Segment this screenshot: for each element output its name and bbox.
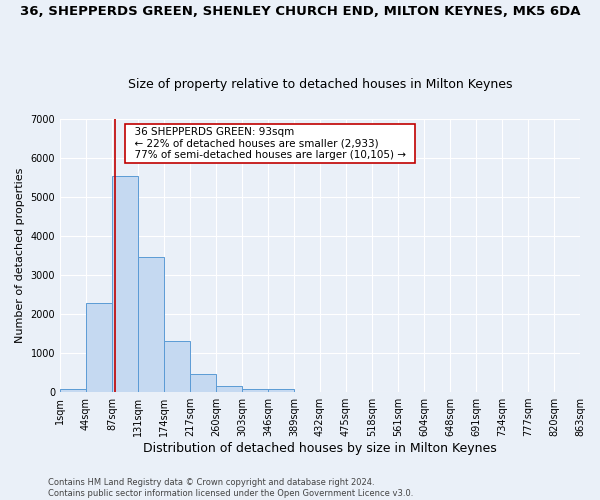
- Bar: [216, 386, 242, 392]
- X-axis label: Distribution of detached houses by size in Milton Keynes: Distribution of detached houses by size …: [143, 442, 497, 455]
- Text: 36, SHEPPERDS GREEN, SHENLEY CHURCH END, MILTON KEYNES, MK5 6DA: 36, SHEPPERDS GREEN, SHENLEY CHURCH END,…: [20, 5, 580, 18]
- Text: Contains HM Land Registry data © Crown copyright and database right 2024.
Contai: Contains HM Land Registry data © Crown c…: [48, 478, 413, 498]
- Bar: [60, 389, 86, 392]
- Bar: [138, 258, 164, 392]
- Y-axis label: Number of detached properties: Number of detached properties: [15, 168, 25, 343]
- Bar: [86, 303, 112, 392]
- Bar: [190, 374, 216, 392]
- Title: Size of property relative to detached houses in Milton Keynes: Size of property relative to detached ho…: [128, 78, 512, 91]
- Text: 36 SHEPPERDS GREEN: 93sqm  
  ← 22% of detached houses are smaller (2,933)  
  7: 36 SHEPPERDS GREEN: 93sqm ← 22% of detac…: [128, 127, 412, 160]
- Bar: [242, 389, 268, 392]
- Bar: [164, 341, 190, 392]
- Bar: [268, 389, 294, 392]
- Bar: [112, 176, 138, 392]
